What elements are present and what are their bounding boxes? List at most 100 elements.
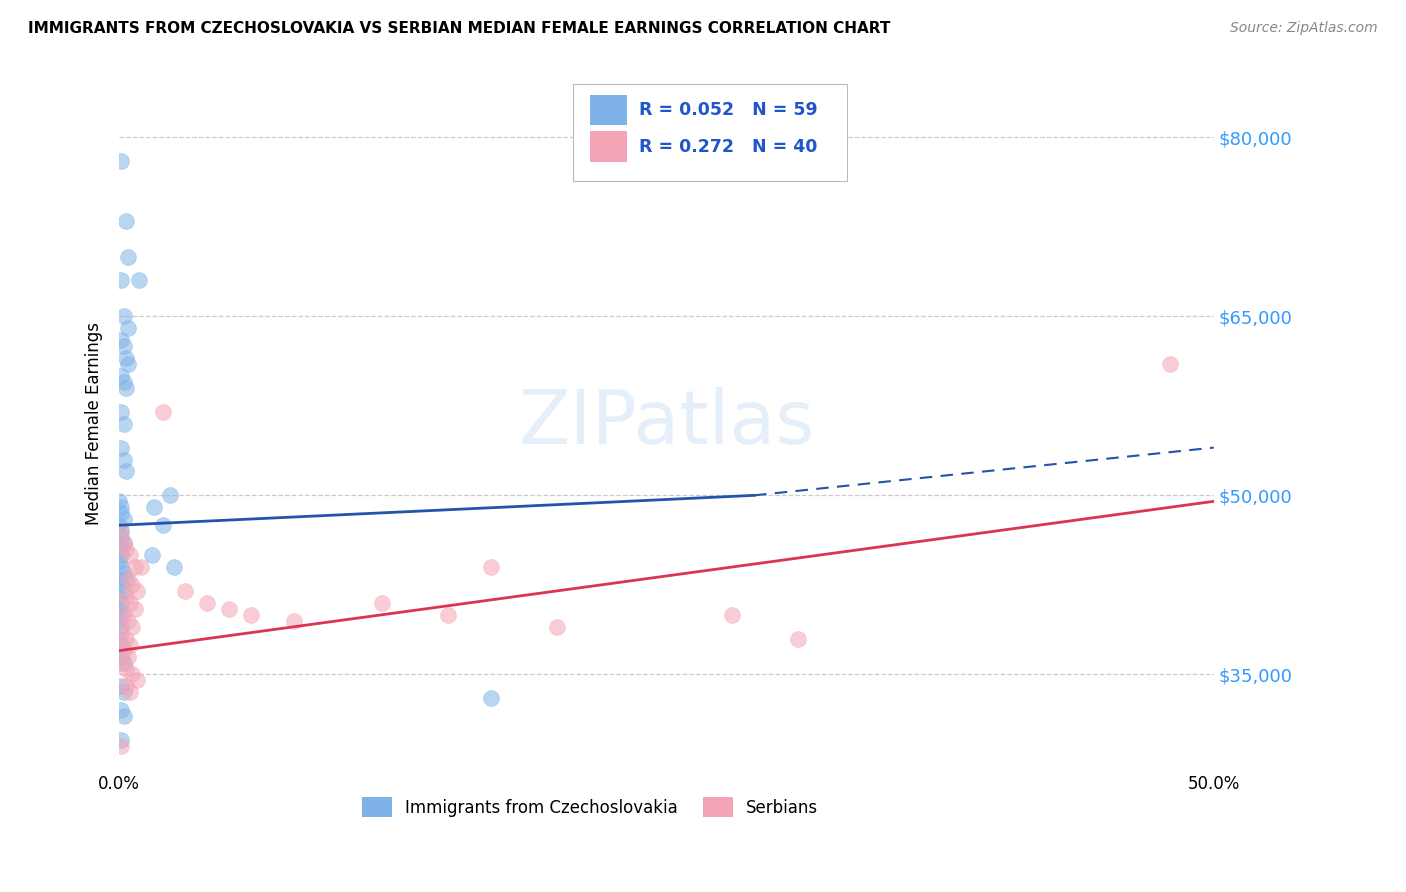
- Y-axis label: Median Female Earnings: Median Female Earnings: [86, 322, 103, 525]
- Point: [115, 351, 138, 365]
- Point: [112, 643, 135, 657]
- Point: [108, 572, 131, 586]
- Point: [121, 578, 143, 592]
- Point: [110, 524, 132, 538]
- Point: [108, 554, 131, 568]
- Point: [108, 536, 131, 550]
- Point: [115, 590, 138, 604]
- Legend: Immigrants from Czechoslovakia, Serbians: Immigrants from Czechoslovakia, Serbians: [354, 790, 825, 824]
- Point: [129, 560, 152, 574]
- Point: [141, 548, 163, 562]
- Point: [108, 632, 131, 646]
- Text: R = 0.052   N = 59: R = 0.052 N = 59: [640, 101, 818, 119]
- Point: [120, 638, 142, 652]
- Point: [110, 607, 132, 622]
- Point: [163, 560, 186, 574]
- Point: [112, 512, 135, 526]
- Point: [239, 607, 262, 622]
- Point: [115, 680, 138, 694]
- Point: [125, 673, 148, 688]
- Point: [117, 250, 139, 264]
- Point: [436, 607, 458, 622]
- Point: [110, 506, 132, 520]
- Point: [120, 548, 142, 562]
- Point: [115, 213, 138, 227]
- Point: [112, 310, 135, 324]
- Point: [110, 703, 132, 717]
- Point: [1159, 357, 1181, 371]
- Point: [112, 685, 135, 699]
- Point: [110, 368, 132, 383]
- Point: [115, 661, 138, 675]
- FancyBboxPatch shape: [591, 131, 627, 162]
- Point: [125, 583, 148, 598]
- Point: [152, 405, 174, 419]
- Point: [110, 524, 132, 538]
- Point: [115, 632, 138, 646]
- Point: [110, 625, 132, 640]
- Point: [786, 632, 808, 646]
- Point: [371, 596, 394, 610]
- Point: [124, 560, 146, 574]
- Point: [115, 465, 138, 479]
- Point: [115, 542, 138, 557]
- Point: [120, 596, 142, 610]
- Point: [110, 154, 132, 169]
- Point: [108, 602, 131, 616]
- Point: [115, 572, 138, 586]
- Point: [121, 620, 143, 634]
- Text: Source: ZipAtlas.com: Source: ZipAtlas.com: [1230, 21, 1378, 35]
- Point: [108, 518, 131, 533]
- Point: [128, 273, 150, 287]
- Point: [112, 536, 135, 550]
- Point: [110, 273, 132, 287]
- Point: [110, 638, 132, 652]
- Point: [112, 709, 135, 723]
- Point: [143, 500, 166, 515]
- Point: [110, 620, 132, 634]
- Point: [110, 739, 132, 753]
- Point: [110, 596, 132, 610]
- Point: [110, 649, 132, 664]
- Point: [112, 339, 135, 353]
- Point: [110, 441, 132, 455]
- Point: [108, 614, 131, 628]
- Point: [112, 566, 135, 580]
- Point: [117, 614, 139, 628]
- Point: [546, 620, 568, 634]
- Point: [112, 417, 135, 431]
- Point: [108, 590, 131, 604]
- Point: [112, 656, 135, 670]
- Point: [124, 602, 146, 616]
- Point: [110, 500, 132, 515]
- Point: [721, 607, 744, 622]
- Text: IMMIGRANTS FROM CZECHOSLOVAKIA VS SERBIAN MEDIAN FEMALE EARNINGS CORRELATION CHA: IMMIGRANTS FROM CZECHOSLOVAKIA VS SERBIA…: [28, 21, 890, 36]
- Point: [110, 578, 132, 592]
- Point: [112, 583, 135, 598]
- Point: [108, 494, 131, 508]
- Point: [152, 518, 174, 533]
- Point: [479, 560, 502, 574]
- Point: [112, 607, 135, 622]
- FancyBboxPatch shape: [591, 95, 627, 125]
- Text: ZIPatlas: ZIPatlas: [519, 387, 814, 460]
- Point: [110, 333, 132, 347]
- Point: [110, 405, 132, 419]
- Point: [112, 536, 135, 550]
- Point: [159, 488, 181, 502]
- FancyBboxPatch shape: [574, 85, 846, 181]
- Point: [110, 680, 132, 694]
- Point: [218, 602, 240, 616]
- Point: [110, 530, 132, 544]
- Point: [110, 560, 132, 574]
- Point: [110, 733, 132, 747]
- Point: [479, 691, 502, 706]
- Point: [174, 583, 197, 598]
- Text: R = 0.272   N = 40: R = 0.272 N = 40: [640, 137, 817, 156]
- Point: [110, 542, 132, 557]
- Point: [110, 548, 132, 562]
- Point: [121, 667, 143, 681]
- Point: [115, 381, 138, 395]
- Point: [117, 357, 139, 371]
- Point: [117, 572, 139, 586]
